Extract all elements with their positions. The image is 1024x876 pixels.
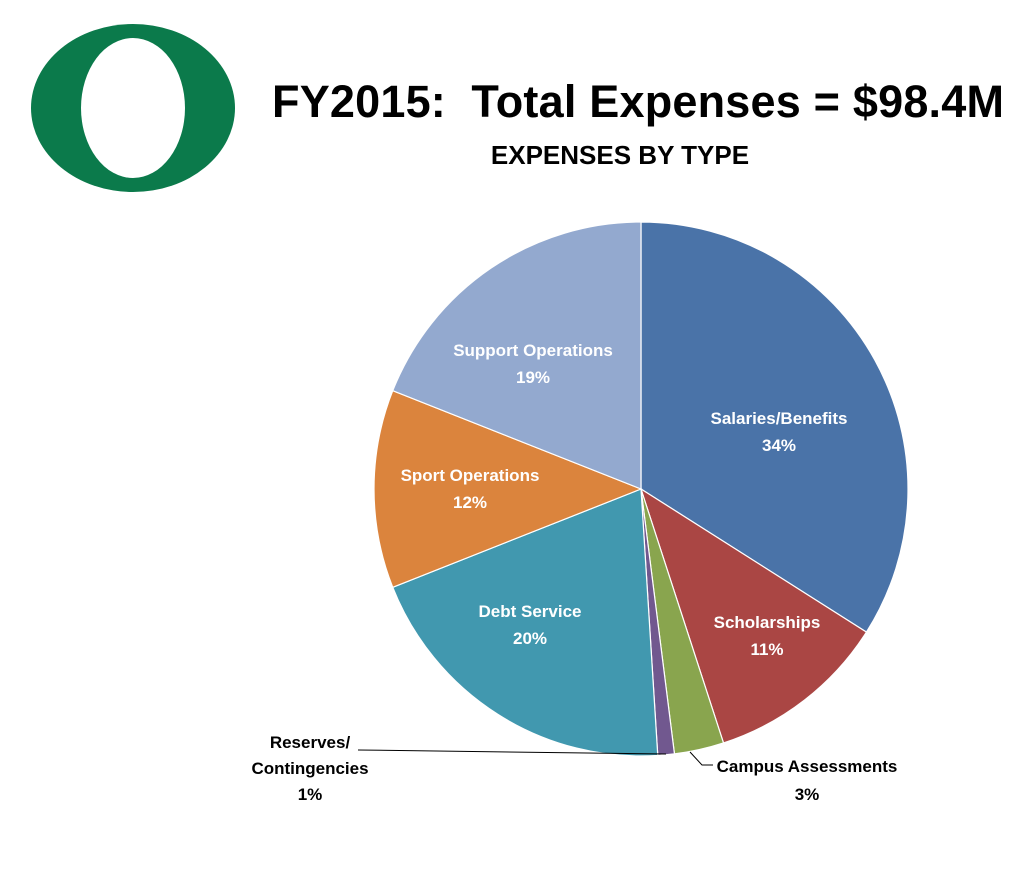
slice-label-campus-assessments: Campus Assessments	[717, 757, 898, 776]
logo-inner-hole	[81, 38, 185, 178]
slice-percent-campus-assessments: 3%	[795, 785, 820, 804]
slice-label-sport-operations: Sport Operations	[401, 466, 540, 485]
leader-line-reserves-contingencies	[357, 749, 667, 755]
slice-percent-debt-service: 20%	[513, 629, 547, 648]
slice-percent-salaries-benefits: 34%	[762, 436, 796, 455]
slice-label-scholarships: Scholarships	[714, 613, 821, 632]
pie-slice-sport-operations	[373, 389, 643, 589]
pie-slice-salaries-benefits	[640, 221, 909, 633]
pie-slice-support-operations	[391, 221, 642, 490]
slice-label-support-operations: Support Operations	[453, 341, 613, 360]
slice-percent-sport-operations: 12%	[453, 493, 487, 512]
pie-slice-scholarships	[639, 487, 868, 744]
slice-label-line1-reserves-contingencies: Reserves/	[270, 733, 351, 752]
pie-slice-debt-service	[391, 488, 659, 757]
chart-subtitle: EXPENSES BY TYPE	[490, 140, 750, 170]
slice-label-line2-reserves-contingencies: Contingencies	[251, 759, 368, 778]
university-o-logo	[31, 24, 235, 192]
leader-line-campus-assessments	[689, 751, 713, 766]
slice-percent-support-operations: 19%	[516, 368, 550, 387]
slice-label-salaries-benefits: Salaries/Benefits	[710, 409, 847, 428]
slice-percent-scholarships: 11%	[750, 640, 783, 659]
slice-label-debt-service: Debt Service	[479, 602, 582, 621]
slice-percent-reserves-contingencies: 1%	[298, 785, 323, 804]
